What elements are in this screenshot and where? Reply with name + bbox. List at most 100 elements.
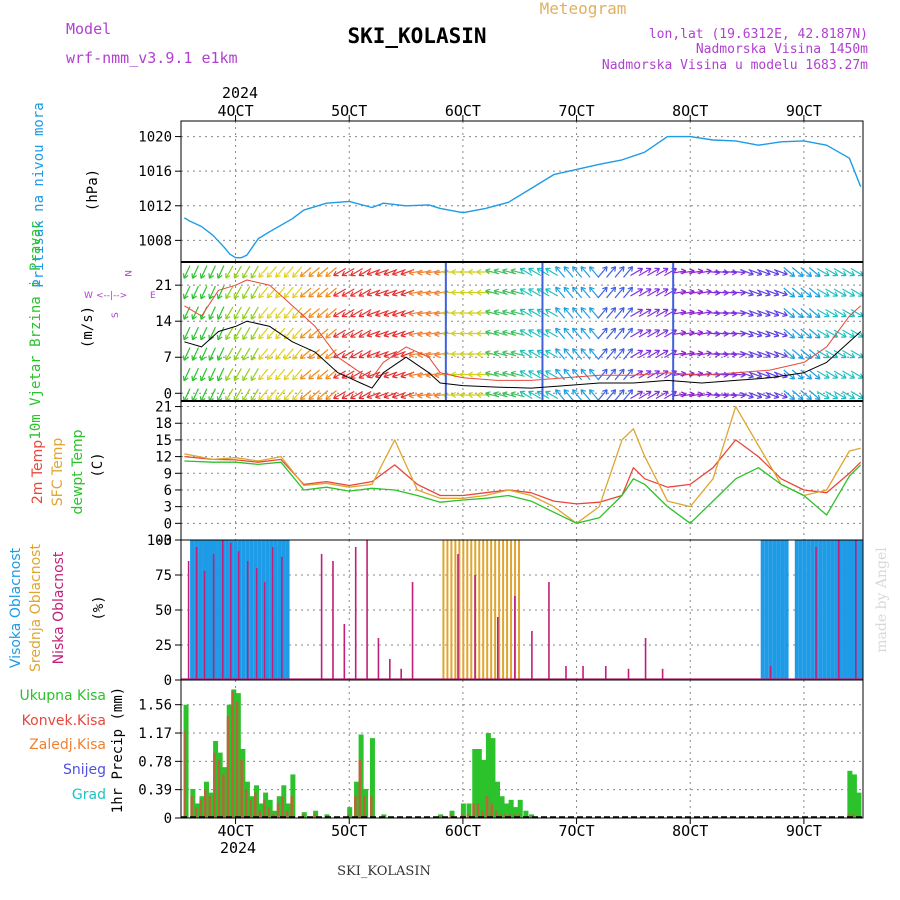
wind-arrow-head [266,313,269,319]
y-tick-label: 21 [155,278,172,294]
wind-arrow-head [434,330,439,336]
wind-arrow [671,393,686,397]
wind-arrow [528,370,542,379]
wind-arrow-head [308,295,314,298]
wind-arrow-head [775,331,780,337]
wind-arrow-head [792,353,796,359]
wind-arrow-head [622,389,625,395]
wind-arrow [722,352,737,356]
precip-convective-bar [313,814,316,818]
wind-arrow-head [656,268,661,274]
wind-arrow [597,327,608,340]
wind-arrow-head [493,309,500,312]
wind-arrow-head [563,307,570,310]
wind-arrow-head [275,395,278,401]
wind-arrow [242,388,251,401]
wind-arrow-head [680,391,687,395]
wind-arrow-head [806,275,812,278]
wind-arrow-head [555,348,558,354]
wind-arrow [671,290,686,295]
wind-arrow-head [789,275,795,278]
wind-arrow-head [756,396,762,399]
high-cloud-bar [806,540,811,680]
wind-arrow-head [800,271,804,277]
wind-arrow [765,269,779,275]
wind-arrow [850,329,863,338]
wind-arrow-head [251,316,257,320]
y-tick-label: 1.17 [138,726,172,742]
low-cloud-bar [271,547,274,680]
mid-cloud-bar [458,540,461,680]
wind-arrow-head [631,328,634,334]
low-cloud-bar [203,570,206,680]
wind-arrow [200,347,208,361]
wind-arrow-head [258,292,261,298]
wind-arrow-head [627,389,633,392]
wind-arrow [638,288,652,297]
wind-arrow-head [536,268,541,274]
wind-arrow-head [766,393,771,398]
wind-arrow [671,311,686,315]
wind-arrow-head [602,368,608,372]
wind-arrow [589,368,600,381]
wind-arrow-head [425,395,431,399]
wind-arrow-head [333,311,337,317]
wind-arrow [756,289,771,296]
wind-arrow-head [199,334,202,340]
wind-arrow-head [706,268,712,272]
wind-arrow-head [267,295,273,299]
wind-arrow-head [325,292,329,298]
wind-arrow-head [834,270,839,276]
wind-arrow-head [366,311,371,316]
wind-arrow [217,285,225,300]
wind-arrow-head [200,377,206,382]
wind-arrow [283,389,294,401]
wind-arrow-head [748,376,754,379]
wind-arrow-head [605,369,608,375]
wind-arrow-head [631,266,634,272]
wind-arrow-head [656,288,661,294]
wind-arrow-head [519,288,524,294]
wind-arrow [316,267,329,277]
wind-arrow [638,390,652,400]
wind-arrow [510,331,525,336]
wind-arrow-head [588,266,591,272]
wind-arrow-head [800,374,804,380]
y-tick-label: 6 [164,483,172,499]
wind-arrow-head [580,368,587,372]
wind-arrow-head [614,287,617,293]
high-cloud-bar [213,540,218,680]
wind-arrow-head [817,374,821,380]
wind-arrow-head [451,312,456,317]
wind-arrow-head [225,377,231,382]
precip-total-bar [529,814,535,818]
wind-arrow-head [610,368,616,372]
wind-arrow-head [242,316,248,320]
wind-arrow [722,373,737,376]
wind-arrow-head [588,389,591,395]
low-cloud-bar [221,540,224,680]
wind-arrow-head [555,348,561,351]
wind-arrow-head [627,307,633,310]
wind-arrow-head [284,295,290,299]
bottom-date-label: 7OCT [558,822,594,840]
wind-arrow [333,370,347,379]
wind-arrow [739,351,754,357]
wind-arrow [808,369,821,380]
wind-arrow-head [614,328,617,334]
wind-arrow-head [391,331,397,337]
wind-arrow-head [350,373,354,379]
wind-arrow-head [468,291,473,296]
wind-arrow [519,390,533,400]
wind-arrow-head [434,293,440,297]
wind-arrow-head [614,389,617,395]
wind-arrow [510,351,525,357]
wind-arrow [325,287,337,298]
low-cloud-bar [229,542,232,680]
wind-arrow [765,289,779,296]
wind-arrow-head [589,307,595,310]
wind-arrow-head [673,329,678,335]
low-cloud-bar [377,638,380,680]
high-cloud-bar [281,540,286,680]
wind-arrow-head [183,336,189,341]
